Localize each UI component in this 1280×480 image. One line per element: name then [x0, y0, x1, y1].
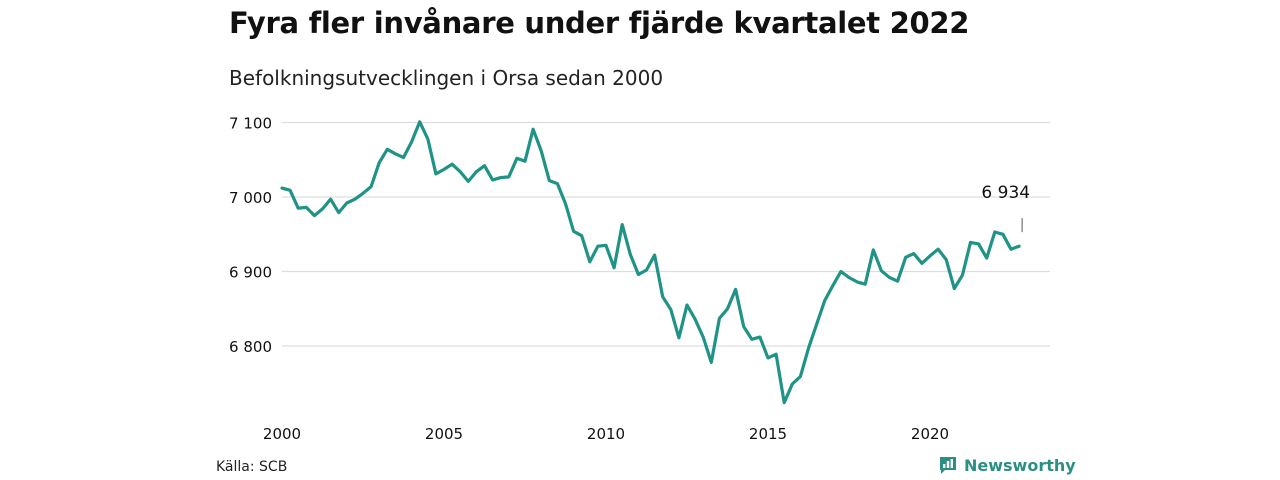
series-line	[280, 120, 1021, 405]
chart-title: Fyra fler invånare under fjärde kvartale…	[229, 6, 970, 40]
y-tick-label: 7 100	[229, 115, 272, 133]
x-tick-label: 2020	[911, 425, 949, 443]
newsworthy-logo-icon	[940, 457, 956, 474]
y-tick-label: 7 000	[229, 189, 272, 207]
source-label: Källa: SCB	[216, 459, 288, 475]
x-tick-label: 2005	[425, 425, 463, 443]
x-tick-label: 2000	[263, 425, 301, 443]
chart-subtitle: Befolkningsutvecklingen i Orsa sedan 200…	[229, 66, 664, 90]
brand-name: Newsworthy	[964, 455, 1076, 475]
y-tick-label: 6 800	[229, 338, 272, 356]
brand-logo[interactable]: Newsworthy	[938, 455, 1076, 475]
x-tick-label: 2010	[587, 425, 625, 443]
y-tick-label: 6 900	[229, 264, 272, 282]
x-tick-label: 2015	[749, 425, 787, 443]
annotation-label: 6 934	[981, 183, 1030, 203]
